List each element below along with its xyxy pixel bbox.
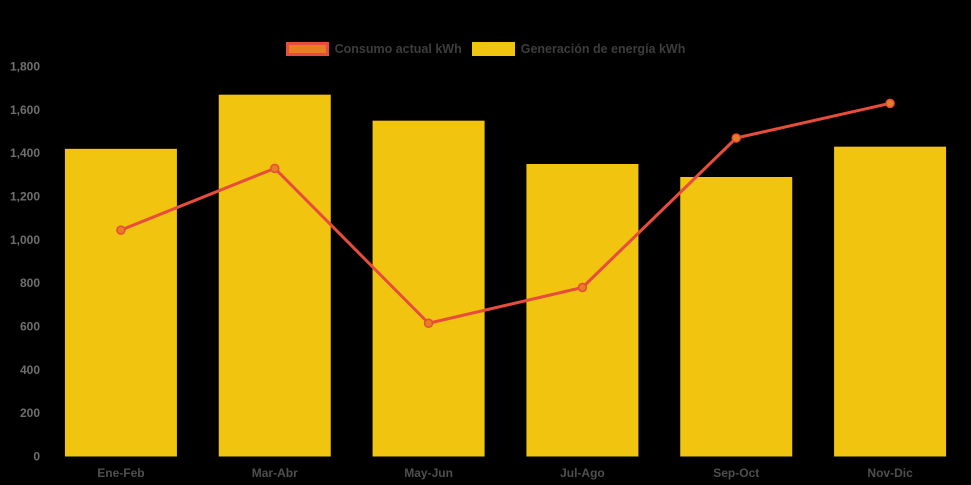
y-axis-tick-label-1-800: 1,800 [10,60,40,74]
y-axis-tick-label-800: 800 [20,276,40,290]
y-axis-tick-label-1-200: 1,200 [10,190,40,204]
bar-jul-ago[interactable] [526,164,639,457]
x-axis-label-may-jun: May-Jun [404,466,453,480]
legend-label-generacion-energia: Generación de energía kWh [520,42,686,56]
legend-label-consumo-actual: Consumo actual kWh [334,42,462,56]
bar-ene-feb[interactable] [64,148,177,457]
y-axis-tick-label-200: 200 [20,406,40,420]
bar-sep-oct[interactable] [680,177,793,457]
legend-swatch-consumo-actual [285,42,329,56]
line-point-may-jun[interactable] [423,318,434,328]
y-axis-tick-label-600: 600 [20,320,40,334]
y-axis-tick-label-400: 400 [20,363,40,377]
y-axis-tick-label-0: 0 [33,450,40,464]
line-point-ene-feb[interactable] [116,225,126,235]
line-point-jul-ago[interactable] [577,282,588,293]
x-axis-label-sep-oct: Sep-Oct [713,466,759,480]
bar-nov-dic[interactable] [834,146,947,457]
x-axis-label-nov-dic: Nov-Dic [867,466,913,480]
y-axis-tick-label-1-600: 1,600 [10,103,40,117]
legend-item-generacion-energia[interactable]: Generación de energía kWh [471,42,686,56]
legend-swatch-generacion-energia [471,42,515,56]
line-point-sep-oct[interactable] [731,133,741,143]
bar-mar-abr[interactable] [218,94,331,457]
consumption-line [119,101,892,325]
chart-legend: Consumo actual kWh Generación de energía… [0,42,971,56]
bar-may-jun[interactable] [372,120,485,457]
y-axis-tick-label-1-400: 1,400 [10,146,40,160]
x-axis-label-jul-ago: Jul-Ago [560,466,605,480]
y-axis-tick-label-1-000: 1,000 [10,233,40,247]
x-axis-label-ene-feb: Ene-Feb [97,466,144,480]
x-axis-label-mar-abr: Mar-Abr [252,466,298,480]
line-point-nov-dic[interactable] [885,98,895,109]
legend-item-consumo-actual[interactable]: Consumo actual kWh [285,42,462,56]
line-point-mar-abr[interactable] [270,163,280,174]
